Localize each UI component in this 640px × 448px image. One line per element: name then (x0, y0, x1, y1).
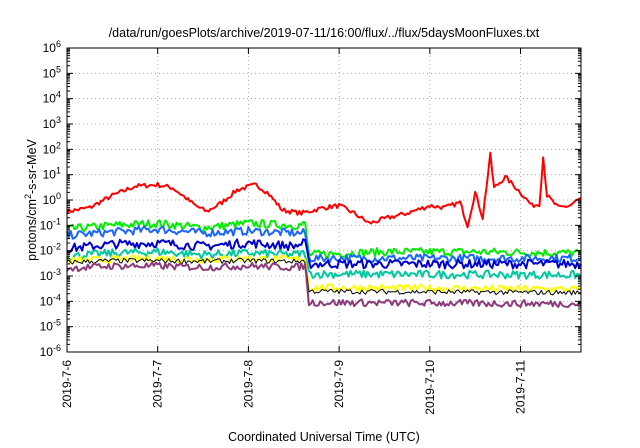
series-line-4 (66, 238, 582, 270)
axis-ticks: 10-610-510-410-310-210-11001011021031041… (40, 39, 581, 415)
y-tick-label-exp: 3 (56, 115, 61, 125)
y-axis-label-base: protons/cm (25, 199, 39, 261)
series-line-8 (66, 261, 582, 309)
x-tick-label: 2019-7-11 (514, 360, 528, 414)
y-tick-label: 104 (43, 90, 61, 106)
series-line-3 (66, 225, 582, 264)
y-tick-label-exp: -5 (53, 318, 61, 328)
y-tick-label-exp: 6 (56, 39, 61, 49)
y-tick-label: 101 (43, 166, 61, 182)
y-tick-label: 100 (43, 191, 61, 207)
y-tick-label-base: 10 (40, 269, 54, 283)
y-tick-label-base: 10 (43, 142, 57, 156)
y-tick-label-base: 10 (40, 345, 54, 359)
grid-lines (67, 48, 581, 352)
series-line-7 (66, 257, 582, 296)
y-tick-label-base: 10 (43, 66, 57, 80)
series-line-1 (66, 151, 582, 229)
y-tick-label-base: 10 (43, 117, 57, 131)
y-tick-label-base: 10 (43, 41, 57, 55)
y-tick-label-base: 10 (43, 193, 57, 207)
x-tick-label: 2019-7-9 (332, 360, 346, 408)
x-tick-label: 2019-7-8 (241, 360, 255, 408)
y-tick-label-exp: -4 (53, 292, 61, 302)
x-tick-label: 2019-7-7 (151, 360, 165, 408)
chart-title: /data/run/goesPlots/archive/2019-07-11/1… (109, 26, 540, 40)
x-axis-label: Coordinated Universal Time (UTC) (228, 430, 420, 444)
y-tick-label: 105 (43, 64, 61, 80)
y-tick-label-exp: 4 (56, 90, 61, 100)
y-tick-label: 106 (43, 39, 61, 55)
y-tick-label-exp: -6 (53, 343, 61, 353)
y-tick-label: 103 (43, 115, 61, 131)
series-line-5 (66, 247, 582, 280)
y-tick-label-base: 10 (43, 168, 57, 182)
series-line-2 (66, 219, 582, 259)
y-tick-label-exp: -3 (53, 267, 61, 277)
y-tick-label-base: 10 (40, 244, 54, 258)
y-tick-label-exp: 1 (56, 166, 61, 176)
y-tick-label-base: 10 (43, 92, 57, 106)
y-tick-label-exp: 2 (56, 140, 61, 150)
y-tick-label-exp: 5 (56, 64, 61, 74)
y-axis-label-rest: -s-sr-MeV (25, 138, 39, 194)
y-tick-label-exp: -1 (53, 216, 61, 226)
y-tick-label-exp: 0 (56, 191, 61, 201)
y-tick-label: 10-1 (40, 216, 61, 232)
y-axis-label-sup: 2 (23, 194, 33, 199)
y-tick-label-base: 10 (40, 294, 54, 308)
y-tick-label-base: 10 (40, 320, 54, 334)
data-series (66, 151, 582, 309)
y-tick-label: 10-4 (40, 292, 61, 308)
y-axis-label: protons/cm2-s-sr-MeV (23, 138, 39, 260)
y-tick-label: 10-5 (40, 318, 61, 334)
y-tick-label: 10-6 (40, 343, 61, 359)
x-tick-label: 2019-7-10 (423, 360, 437, 415)
y-tick-label: 102 (43, 140, 61, 156)
y-tick-label-exp: -2 (53, 242, 61, 252)
x-tick-label: 2019-7-6 (60, 360, 74, 408)
y-tick-label: 10-3 (40, 267, 61, 283)
svg-text:protons/cm2-s-sr-MeV: protons/cm2-s-sr-MeV (23, 138, 39, 260)
y-tick-label: 10-2 (40, 242, 61, 258)
y-tick-label-base: 10 (40, 218, 54, 232)
